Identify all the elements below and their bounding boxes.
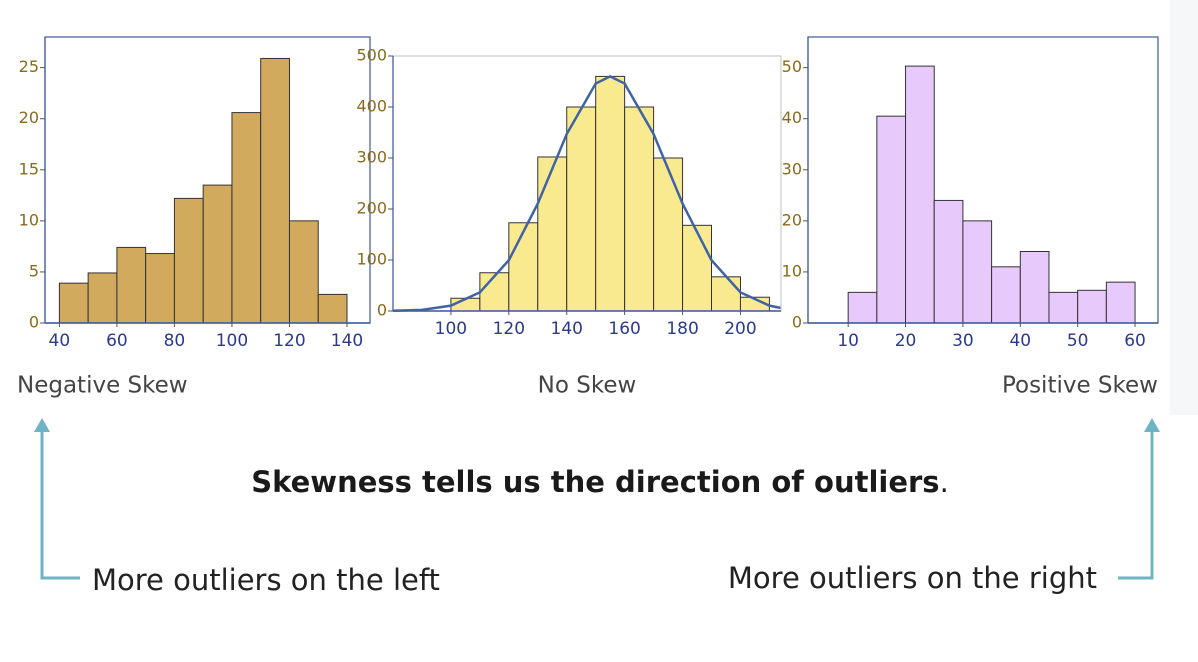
bar <box>624 106 655 312</box>
x-tick-label: 60 <box>1124 331 1146 351</box>
bar <box>479 272 510 312</box>
bar <box>682 224 713 312</box>
y-tick-label: 200 <box>356 199 387 218</box>
y-tick-label: 0 <box>792 313 802 332</box>
bar <box>317 293 348 324</box>
bar <box>58 282 89 324</box>
chart-caption: Positive Skew <box>1002 373 1158 399</box>
y-tick-label: 500 <box>356 46 387 65</box>
bar <box>537 156 568 312</box>
y-tick-label: 5 <box>29 261 39 280</box>
bar <box>260 57 290 324</box>
arrows <box>40 428 1154 580</box>
x-tick-label: 30 <box>952 331 974 351</box>
right-note: More outliers on the right <box>728 561 1097 595</box>
chart-caption: No Skew <box>538 373 637 399</box>
x-tick-label: 40 <box>49 331 71 351</box>
bar <box>173 197 204 324</box>
y-tick-label: 25 <box>19 57 39 76</box>
x-tick-label: 180 <box>666 319 698 339</box>
bar <box>1048 291 1079 324</box>
bar <box>508 222 539 312</box>
bar <box>1019 251 1050 324</box>
headline: Skewness tells us the direction of outli… <box>251 465 949 499</box>
x-tick-label: 100 <box>435 319 467 339</box>
x-tick-label: 10 <box>837 331 859 351</box>
y-tick-label: 15 <box>19 159 39 178</box>
y-tick-label: 10 <box>782 261 802 280</box>
x-tick-label: 80 <box>164 331 186 351</box>
bar <box>847 291 878 324</box>
bar <box>595 75 626 312</box>
x-tick-label: 160 <box>608 319 640 339</box>
x-tick-label: 140 <box>551 319 583 339</box>
bar <box>991 266 1021 324</box>
y-tick-label: 300 <box>356 148 387 167</box>
bar <box>962 220 993 324</box>
x-tick-label: 20 <box>895 331 917 351</box>
y-tick-label: 10 <box>19 210 39 229</box>
bar <box>653 157 684 312</box>
bar <box>566 106 597 312</box>
y-tick-label: 20 <box>782 210 802 229</box>
y-tick-label: 50 <box>782 57 802 76</box>
y-tick-label: 30 <box>782 159 802 178</box>
x-tick-label: 100 <box>216 331 248 351</box>
bar <box>1077 289 1107 324</box>
left-note: More outliers on the left <box>92 563 440 597</box>
y-tick-label: 100 <box>356 250 387 269</box>
bar <box>711 276 741 312</box>
bar <box>231 112 262 324</box>
side-strip <box>1170 0 1198 415</box>
bar <box>87 272 118 324</box>
bar <box>202 184 233 324</box>
bar <box>933 199 964 324</box>
right-arrow <box>1118 428 1154 580</box>
y-tick-label: 400 <box>356 97 387 116</box>
x-tick-label: 200 <box>724 319 756 339</box>
bar <box>905 65 935 324</box>
bar <box>145 253 175 324</box>
y-tick-label: 0 <box>377 301 387 320</box>
y-tick-label: 0 <box>29 313 39 332</box>
density-curve <box>392 75 782 313</box>
left-arrow <box>40 428 80 580</box>
headline-bold: Skewness tells us the direction of outli… <box>251 465 939 499</box>
bar <box>876 115 907 324</box>
bar <box>1105 281 1136 324</box>
left-arrow-head <box>34 418 50 432</box>
y-tick-label: 40 <box>782 108 802 127</box>
bar <box>116 246 147 324</box>
headline-period: . <box>940 465 949 499</box>
y-tick-label: 20 <box>19 108 39 127</box>
chart-caption: Negative Skew <box>17 373 188 399</box>
x-tick-label: 120 <box>273 331 305 351</box>
x-tick-label: 50 <box>1067 331 1089 351</box>
bar <box>288 220 319 324</box>
x-tick-label: 140 <box>331 331 363 351</box>
x-tick-label: 40 <box>1009 331 1031 351</box>
x-tick-label: 60 <box>106 331 128 351</box>
x-tick-label: 120 <box>493 319 525 339</box>
right-arrow-head <box>1144 418 1160 432</box>
